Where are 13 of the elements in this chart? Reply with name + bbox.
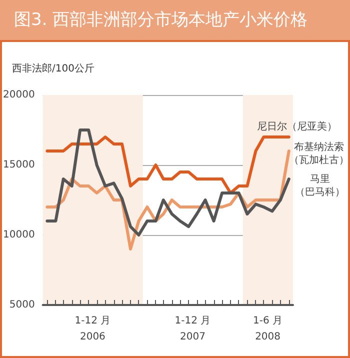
x-tick-label: 1-12 月 2006 — [74, 316, 111, 342]
y-tick-label: 15000 — [3, 160, 35, 170]
series-label: 马里（巴马科） — [294, 174, 345, 198]
x-tick-label: 1-12 月 2007 — [174, 316, 211, 342]
x-tick-label: 1-6 月 2008 — [253, 316, 283, 342]
y-axis-title: 西非法郎/100公斤 — [12, 62, 94, 74]
y-tick-label: 5000 — [9, 300, 35, 310]
line-series — [46, 136, 290, 194]
series-label: 尼日尔（尼亚美） — [256, 120, 337, 132]
y-tick-label: 20000 — [3, 90, 35, 100]
series-label: 布基纳法索（瓦加杜古） — [288, 141, 349, 166]
y-tick-label: 10000 — [3, 230, 35, 240]
chart-title: 图3. 西部非洲部分市场本地产小米价格 — [0, 0, 350, 40]
